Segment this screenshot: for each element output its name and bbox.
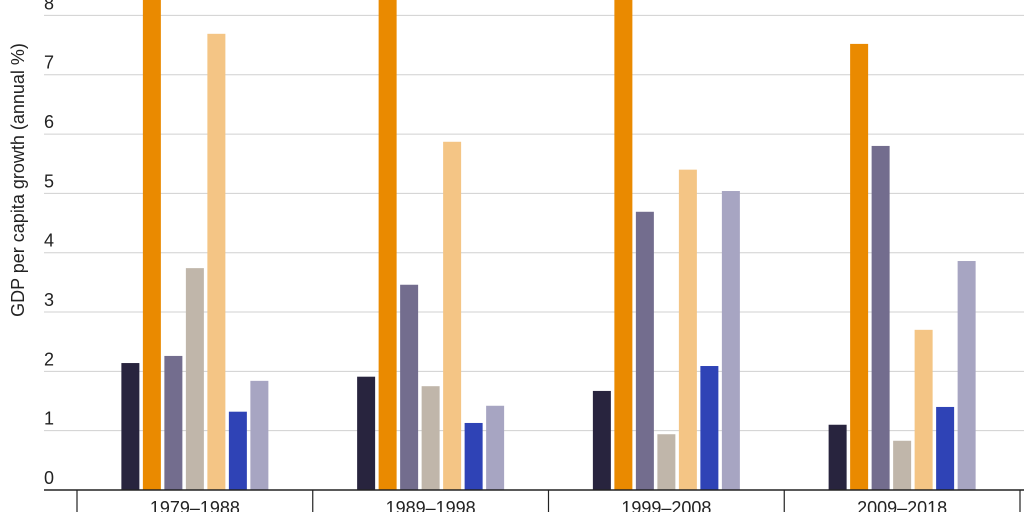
bar [164,355,183,490]
bar [721,191,740,490]
bar [378,0,397,491]
bar [893,440,912,490]
y-tick-label: 7 [44,53,54,73]
bar [142,0,161,491]
bar [700,366,719,490]
bar [635,211,654,490]
bar [957,261,976,490]
bar [850,43,869,490]
bar [357,376,376,490]
y-axis-label: GDP per capita growth (annual %) [8,43,28,317]
y-tick-label: 3 [44,290,54,310]
bar [936,406,955,490]
y-tick-label: 6 [44,112,54,132]
bar [657,434,676,490]
y-tick-label: 4 [44,231,54,251]
x-tick-label: 2009–2018 [857,498,947,512]
bar [678,169,697,490]
bar [207,33,226,490]
bar [871,145,890,491]
y-tick-label: 0 [44,468,54,488]
x-tick-label: 1999–2008 [621,498,711,512]
x-tick-label: 1989–1998 [386,498,476,512]
bar [400,284,419,490]
bar [443,141,462,490]
bar [121,363,140,490]
x-tick-label: 1979–1988 [150,498,240,512]
y-tick-label: 2 [44,349,54,369]
bar [592,390,611,490]
y-tick-label: 5 [44,171,54,191]
bar [185,268,204,490]
bar [828,424,847,490]
bar [486,405,505,490]
bar [614,0,633,491]
bar [250,380,269,490]
bar [464,422,483,490]
bar [914,329,933,490]
bar [421,386,440,490]
bar [228,411,247,490]
y-tick-label: 1 [44,409,54,429]
y-tick-label: 8 [44,0,54,13]
